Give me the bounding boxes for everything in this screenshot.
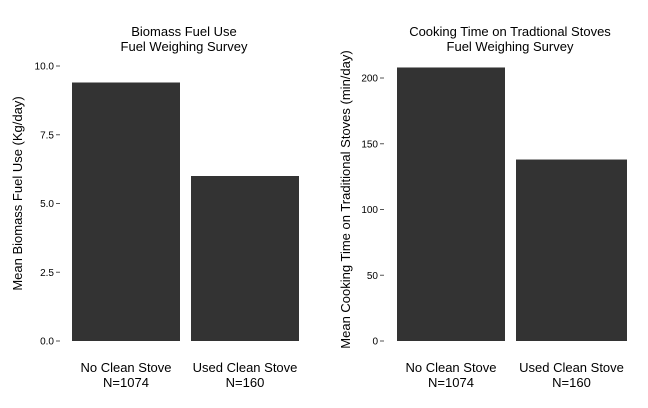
x-category-sample-size: N=160 <box>552 375 591 390</box>
x-category-sample-size: N=1074 <box>103 375 149 390</box>
bar <box>72 82 180 341</box>
bar <box>397 67 505 341</box>
chart-subtitle: Fuel Weighing Survey <box>447 39 574 54</box>
y-tick-label: 0.0 <box>40 337 54 348</box>
x-category-label: No Clean Stove <box>405 360 496 375</box>
x-category-label: Used Clean Stove <box>193 360 298 375</box>
y-tick-label: 200 <box>361 74 378 85</box>
y-tick-label: 50 <box>367 271 379 282</box>
y-tick-label: 10.0 <box>35 62 55 73</box>
x-category-label: No Clean Stove <box>80 360 171 375</box>
y-tick-label: 100 <box>361 205 378 216</box>
bar <box>191 176 299 341</box>
x-category-sample-size: N=160 <box>226 375 265 390</box>
x-category-label: Used Clean Stove <box>519 360 624 375</box>
y-axis-label: Mean Biomass Fuel Use (Kg/day) <box>10 96 25 290</box>
chart-title: Biomass Fuel Use <box>131 24 236 39</box>
x-category-sample-size: N=1074 <box>428 375 474 390</box>
y-tick-label: 7.5 <box>40 130 54 141</box>
y-tick-label: 5.0 <box>40 199 54 210</box>
chart-subtitle: Fuel Weighing Survey <box>121 39 248 54</box>
y-tick-label: 150 <box>361 139 378 150</box>
y-tick-label: 2.5 <box>40 268 54 279</box>
chart-title: Cooking Time on Tradtional Stoves <box>409 24 611 39</box>
y-axis-label: Mean Cooking Time on Traditional Stoves … <box>338 50 353 348</box>
bar <box>516 159 627 341</box>
y-tick-label: 0 <box>372 337 378 348</box>
